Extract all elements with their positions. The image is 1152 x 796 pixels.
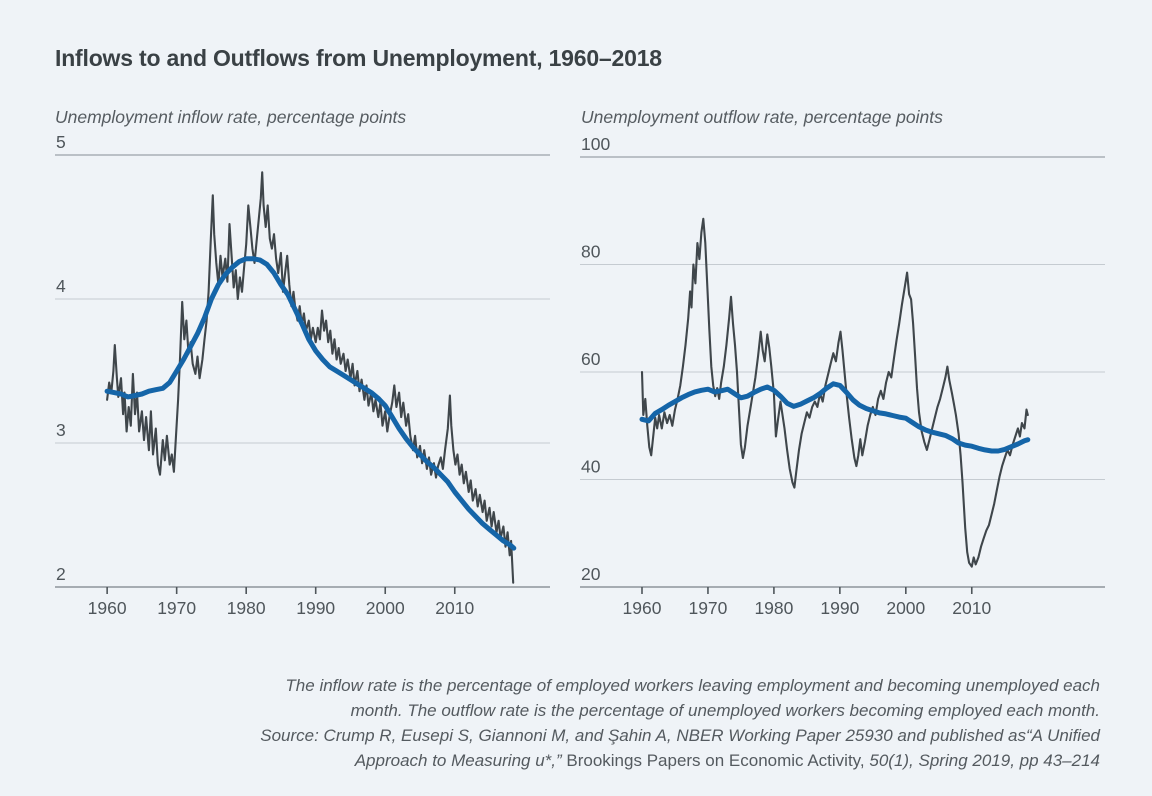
inflow-chart: 2 3 4 5 1960 1970 1980 1990 2000 2010 (55, 132, 550, 618)
y-tick-label: 40 (581, 457, 601, 477)
caption-segment-italic: 50(1), Spring 2019, pp 43–214 (869, 751, 1100, 770)
x-tick-label: 1960 (88, 598, 127, 618)
outflow-chart-series-trend (639, 381, 1031, 454)
y-tick-label: 4 (56, 276, 66, 296)
x-tick-label: 1970 (688, 598, 727, 618)
caption-line: month. The outflow rate is the percentag… (350, 701, 1100, 720)
x-tick-label: 2010 (435, 598, 474, 618)
inflow-chart-series-trend (104, 256, 517, 551)
x-tick-label: 1970 (157, 598, 196, 618)
caption-line: Source: Crump R, Eusepi S, Giannoni M, a… (260, 726, 1100, 745)
x-tick-label: 1960 (623, 598, 662, 618)
outflow-chart-subtitle: Unemployment outflow rate, percentage po… (581, 107, 943, 127)
caption-segment-journal: Brookings Papers on Economic Activity, (566, 751, 870, 770)
caption-line: Approach to Measuring u*,” Brookings Pap… (200, 748, 1100, 773)
x-tick-label: 2010 (952, 598, 991, 618)
x-tick-label: 1980 (227, 598, 266, 618)
inflow-chart-series-raw (106, 171, 515, 584)
inflow-chart-subtitle: Unemployment inflow rate, percentage poi… (55, 107, 407, 127)
y-tick-label: 2 (56, 564, 66, 584)
page-title: Inflows to and Outflows from Unemploymen… (55, 45, 662, 72)
x-tick-label: 1990 (820, 598, 859, 618)
x-tick-label: 1990 (296, 598, 335, 618)
x-tick-label: 1980 (754, 598, 793, 618)
y-tick-label: 5 (56, 132, 66, 152)
caption-segment-italic: Approach to Measuring u*,” (354, 751, 567, 770)
y-tick-label: 60 (581, 349, 601, 369)
y-tick-label: 3 (56, 420, 66, 440)
figure-caption: The inflow rate is the percentage of emp… (200, 673, 1100, 773)
caption-line: The inflow rate is the percentage of emp… (285, 676, 1100, 695)
y-tick-label: 100 (581, 134, 610, 154)
outflow-chart-series-raw (640, 217, 1029, 568)
x-tick-label: 2000 (366, 598, 405, 618)
y-tick-label: 20 (581, 564, 601, 584)
y-tick-label: 80 (581, 242, 601, 262)
outflow-chart: 20 40 60 80 100 1960 1970 1980 1990 2000 2010 (580, 134, 1105, 618)
x-tick-label: 2000 (886, 598, 925, 618)
